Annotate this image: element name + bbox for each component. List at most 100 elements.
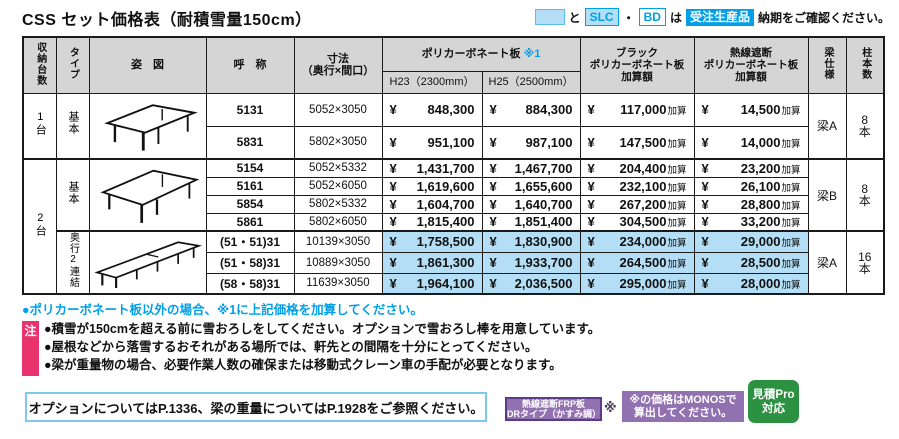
- table-row: 1台 基本 5131 5052×3050 ¥848,300 ¥884,300: [22, 92, 885, 160]
- yen-symbol: ¥: [701, 160, 709, 176]
- polycarbonate-note: ●ポリカーボネート板以外の場合、※1に上記価格を加算してください。: [22, 303, 423, 317]
- yen-symbol: ¥: [489, 160, 497, 176]
- yen-symbol: ¥: [701, 102, 709, 117]
- type-cell: 基本: [55, 92, 90, 160]
- table-row: (51・58)31 10889×3050 ¥1,861,300 ¥1,933,7…: [23, 251, 884, 274]
- black-poly-add-cell: ¥264,500 加算: [579, 251, 695, 274]
- price-h25-cell: ¥1,655,600: [481, 176, 581, 196]
- beam-spec-cell: 梁A: [807, 92, 847, 160]
- slc-tag: SLC: [584, 8, 619, 26]
- table-row: 5854 5802×5332 ¥1,604,700 ¥1,640,700 ¥26…: [23, 194, 884, 214]
- col-header-figure: 姿 図: [88, 36, 207, 94]
- price-h25-cell: ¥1,830,900: [481, 230, 581, 253]
- post-count-cell: 16 本: [845, 230, 885, 295]
- price-h23-cell: ¥1,619,600: [381, 176, 483, 196]
- price-h23-cell: ¥1,758,500: [381, 230, 483, 253]
- black-poly-add-cell: ¥267,200 加算: [579, 194, 695, 214]
- beam-spec-cell: 梁A: [807, 230, 847, 295]
- legend: と SLC ・ BD は 受注生産品 納期をご確認ください。: [534, 8, 890, 26]
- table-row: 奥行2連結 (51・51)31 10139×3050 ¥1,75: [23, 230, 885, 295]
- model-name-cell: 5831: [205, 125, 295, 160]
- price-h25-cell: ¥1,933,700: [481, 251, 581, 274]
- carport-diagram-linked: [88, 230, 207, 295]
- table-row: (58・58)31 11639×3050 ¥1,964,100 ¥2,036,5…: [23, 272, 884, 295]
- yen-symbol: ¥: [587, 234, 595, 250]
- yen-symbol: ¥: [389, 275, 397, 291]
- made-to-order-tag: 受注生産品: [685, 8, 754, 26]
- dimension-cell: 5802×5332: [293, 194, 383, 214]
- caution-notes: ●積雪が150cmを超える前に雪おろしをしてください。オプションで雪おろし棒を用…: [44, 320, 600, 374]
- col-header-beam-spec: 梁仕様: [807, 36, 847, 94]
- price-h25-cell: ¥2,036,500: [481, 272, 581, 295]
- col-header-h25: H25（2500mm）: [481, 70, 581, 94]
- heat-poly-add-cell: ¥28,500 加算: [693, 251, 809, 274]
- black-poly-add-cell: ¥147,500 加算: [579, 125, 695, 160]
- heat-poly-add-cell: ¥26,100 加算: [693, 176, 809, 196]
- model-name-cell: 5131: [205, 92, 295, 127]
- yen-symbol: ¥: [389, 178, 397, 194]
- yen-symbol: ¥: [587, 214, 595, 230]
- price-h23-cell: ¥848,300: [381, 92, 483, 127]
- col-header-black-poly: ブラック ポリカーボネート板 加算額: [579, 36, 695, 94]
- poly-note-ref: ※1: [523, 48, 541, 61]
- yen-symbol: ¥: [489, 178, 497, 194]
- storage-count-cell: 2台: [22, 158, 57, 295]
- yen-symbol: ¥: [587, 160, 595, 176]
- price-table: 収納台数 タイプ 姿 図 呼 称 寸法 （奥行×間口） ポリカーボネート板 ※1 …: [22, 36, 885, 295]
- price-h25-cell: ¥1,640,700: [481, 194, 581, 214]
- col-header-post-count: 柱本数: [845, 36, 885, 94]
- yen-symbol: ¥: [389, 214, 397, 230]
- price-h23-cell: ¥951,100: [381, 125, 483, 160]
- dimension-cell: 10139×3050: [293, 230, 383, 253]
- model-name-cell: 5161: [205, 176, 295, 196]
- caution-note-item: ●梁が重量物の場合、必要作業人数の確保または移動式クレーン車の手配が必要となりま…: [44, 358, 562, 372]
- black-poly-add-cell: ¥117,000 加算: [579, 92, 695, 127]
- yen-symbol: ¥: [701, 275, 709, 291]
- yen-symbol: ¥: [389, 102, 397, 117]
- beam-spec-cell: 梁B: [807, 158, 847, 232]
- dimension-cell: 5052×6050: [293, 176, 383, 196]
- price-h25-cell: ¥987,100: [481, 125, 581, 160]
- price-h23-cell: ¥1,431,700: [381, 158, 483, 178]
- col-header-name: 呼 称: [205, 36, 295, 94]
- frp-panel-tag: 熱線遮断FRP板 DRタイプ（かすみ調）: [505, 397, 602, 421]
- col-header-storage: 収納台数: [22, 36, 57, 94]
- price-h23-cell: ¥1,604,700: [381, 194, 483, 214]
- frp-asterisk-mark: ※: [604, 400, 617, 415]
- yen-symbol: ¥: [587, 134, 595, 150]
- yen-symbol: ¥: [701, 255, 709, 270]
- header-row-1: 収納台数 タイプ 姿 図 呼 称 寸法 （奥行×間口） ポリカーボネート板 ※1 …: [22, 36, 885, 94]
- dimension-cell: 5052×3050: [293, 92, 383, 127]
- black-poly-add-cell: ¥234,000 加算: [579, 230, 695, 253]
- yen-symbol: ¥: [489, 234, 497, 250]
- table-row: 5831 5802×3050 ¥951,100 ¥987,100 ¥147,50…: [23, 125, 884, 160]
- highlight-color-swatch: [534, 9, 565, 25]
- heat-poly-add-cell: ¥28,000 加算: [693, 272, 809, 295]
- heat-poly-add-cell: ¥14,500 加算: [693, 92, 809, 127]
- dimension-cell: 5802×6050: [293, 212, 383, 232]
- price-h23-cell: ¥1,815,400: [381, 212, 483, 232]
- model-name-cell: (58・58)31: [205, 272, 295, 295]
- type-cell: 基本: [55, 158, 90, 232]
- heat-poly-add-cell: ¥33,200 加算: [693, 212, 809, 232]
- col-header-dimensions: 寸法 （奥行×間口）: [293, 36, 383, 94]
- yen-symbol: ¥: [701, 178, 709, 194]
- black-poly-add-cell: ¥204,400 加算: [579, 158, 695, 178]
- yen-symbol: ¥: [587, 102, 595, 117]
- legend-and: と: [568, 10, 581, 25]
- table-row: 2台 基本 5154 5052×5332 ¥1,431,700 ¥1,467,7…: [22, 158, 885, 295]
- mitsumori-pro-badge: 見積Pro 対応: [748, 380, 799, 423]
- yen-symbol: ¥: [389, 234, 397, 250]
- price-h25-cell: ¥1,467,700: [481, 158, 581, 178]
- carport-diagram-double: [88, 158, 207, 232]
- col-header-heat-block-poly: 熱線遮断 ポリカーボネート板 加算額: [693, 36, 809, 94]
- yen-symbol: ¥: [489, 255, 497, 270]
- dimension-cell: 5052×5332: [293, 158, 383, 178]
- yen-symbol: ¥: [389, 134, 397, 150]
- yen-symbol: ¥: [587, 196, 595, 212]
- carport-diagram-single: [88, 92, 207, 160]
- yen-symbol: ¥: [701, 234, 709, 250]
- caution-note-item: ●屋根などから落雪するおそれがある場所では、軒先との間隔を十分にとってください。: [44, 340, 538, 354]
